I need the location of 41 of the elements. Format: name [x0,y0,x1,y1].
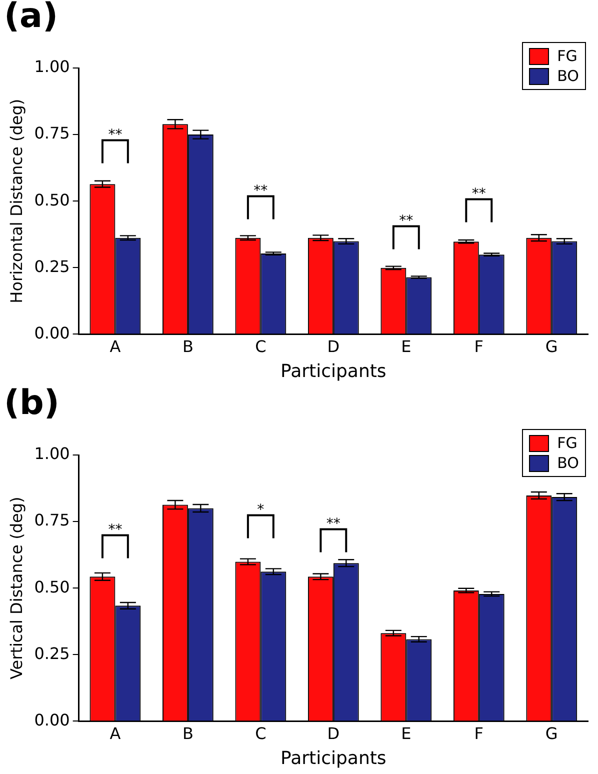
y-tick-label: 0.25 [34,644,70,663]
x-tick-label: A [110,724,121,743]
x-tick-label: C [255,336,266,356]
x-tick-label: F [474,336,484,356]
annotation: ** [108,126,122,143]
y-tick-label: 0.75 [34,510,70,530]
y-tick-label: 1.00 [34,444,70,464]
legend-label: BO [557,67,579,85]
x-tick-label: A [110,336,121,356]
x-tick-label: G [545,724,558,743]
annotation: ** [326,516,340,532]
y-tick-label: 0.50 [34,577,70,596]
x-tick-label: G [545,336,558,356]
x-tick-label: C [255,724,266,743]
x-tick-label: B [182,336,194,356]
y-tick-label: 0.25 [34,256,70,276]
x-tick-label: E [401,724,412,743]
x-tick-label: B [182,724,194,743]
y-axis-title: Vertical Distance (deg) [6,496,26,680]
legend-label: FG [557,47,578,65]
chart-title: (a) [4,0,58,36]
y-axis-title: Horizontal Distance (deg) [6,98,26,304]
legend-label: BO [557,454,579,472]
annotation: ** [399,212,414,229]
annotation: * [257,502,264,518]
x-axis-title: Participants [280,748,386,769]
annotation: ** [254,182,268,199]
x-tick-label: E [401,336,412,356]
y-tick-label: 0.00 [34,323,70,342]
annotation: ** [108,522,122,538]
x-tick-label: D [327,336,340,356]
y-tick-label: 0.00 [34,710,70,730]
x-axis-title: Participants [280,360,386,382]
x-tick-label: D [327,724,340,743]
annotation: ** [472,186,486,202]
y-tick-label: 0.75 [34,124,70,143]
x-tick-label: F [474,724,484,743]
legend-label: FG [557,434,578,452]
y-tick-label: 0.50 [34,190,70,210]
y-tick-label: 1.00 [34,57,70,76]
chart-title: (b) [4,383,60,423]
